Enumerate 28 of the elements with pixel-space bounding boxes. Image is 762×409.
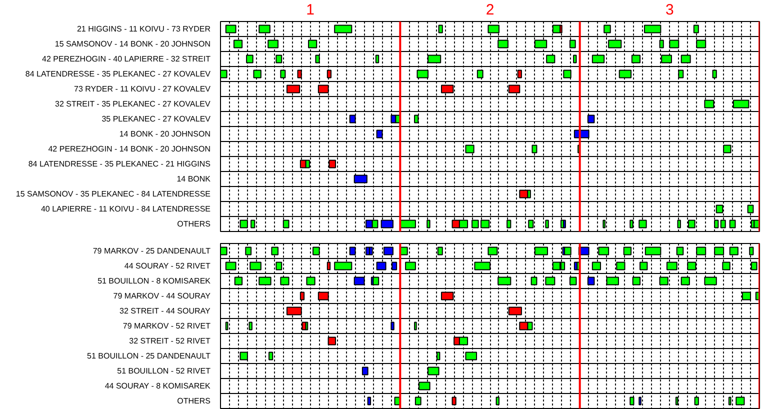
y-tick-label: 21 HIGGINS - 11 KOIVU - 73 RYDER [76,24,211,34]
y-tick-label: 44 SOURAY - 8 KOMISAREK [104,382,212,390]
y-tick-label: 35 PLEKANEC - 27 KOVALEV [102,114,212,124]
y-tick-label: 32 STREIT - 44 SOURAY [120,306,212,316]
y-tick-label: 32 STREIT - 35 PLEKANEC - 27 KOVALEV [55,100,212,108]
y-tick-label: 73 RYDER - 11 KOIVU - 27 KOVALEV [74,84,212,94]
y-tick-label: 79 MARKOV - 52 RIVET [122,322,211,330]
x-tick-label: 3 [665,2,674,18]
y-tick-label: 14 BONK [176,174,212,184]
y-tick-label: 44 SOURAY - 52 RIVET [124,262,210,270]
y-tick-label: 32 STREIT - 52 RIVET [129,336,210,346]
y-tick-label: 51 BOUILLON - 25 DANDENAULT [87,352,211,360]
y-tick-label: 84 LATENDRESSE - 35 PLEKANEC - 27 KOVALEV [25,70,212,78]
y-tick-label: 42 PEREZHOGIN - 14 BONK - 20 JOHNSON [48,144,211,154]
x-tick-label: 1 [306,2,315,18]
y-tick-label: 79 MARKOV - 44 SOURAY [113,292,212,300]
y-tick-label: 51 BOUILLON - 8 KOMISAREK [98,276,212,286]
y-tick-label: 84 LATENDRESSE - 35 PLEKANEC - 21 HIGGINS [28,160,211,168]
y-tick-label: 79 MARKOV - 25 DANDENAULT [92,246,211,256]
x-tick-label: 2 [486,2,494,18]
y-tick-label: 42 PEREZHOGIN - 40 LAPIERRE - 32 STREIT [42,54,211,64]
y-tick-label: OTHERS [177,220,211,228]
y-tick-label: 15 SAMSONOV - 14 BONK - 20 JOHNSON [54,40,211,48]
y-tick-label: 15 SAMSONOV - 35 PLEKANEC - 84 LATENDRESSE [16,190,211,198]
y-tick-label: OTHERS [177,396,211,406]
y-tick-label: 40 LAPIERRE - 11 KOIVU - 84 LATENDRESSE [40,204,211,214]
y-tick-label: 14 BONK - 20 JOHNSON [119,130,211,138]
y-tick-label: 51 BOUILLON - 52 RIVET [117,366,211,376]
